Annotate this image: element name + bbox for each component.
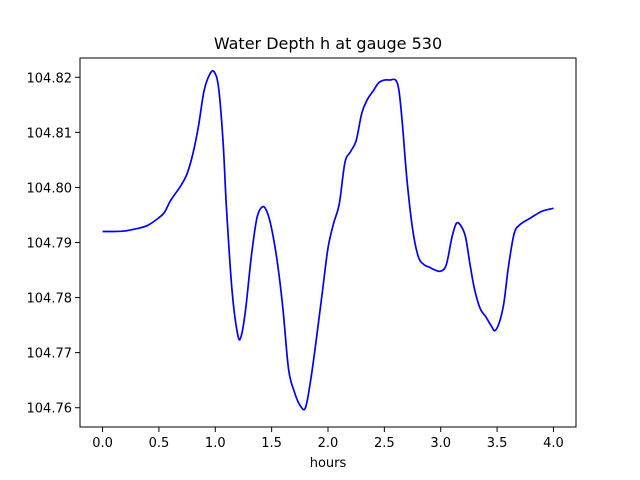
chart-title: Water Depth h at gauge 530: [214, 34, 442, 53]
y-tick-label: 104.81: [27, 126, 73, 141]
x-tick-label: 2.0: [318, 436, 339, 451]
x-tick-label: 0.0: [92, 436, 113, 451]
y-tick-label: 104.78: [27, 292, 73, 307]
x-tick-label: 1.5: [261, 436, 282, 451]
y-axis-ticks: 104.76 104.77 104.78 104.79 104.80 104.81 104.…: [27, 71, 80, 417]
x-tick-label: 1.0: [205, 436, 226, 451]
x-tick-label: 2.5: [374, 436, 395, 451]
y-tick-label: 104.76: [27, 402, 73, 417]
y-tick-label: 104.79: [27, 237, 73, 252]
series-line: [102, 69, 554, 411]
plot-area: [79, 57, 577, 428]
x-tick-label: 0.5: [149, 436, 170, 451]
x-axis-label: hours: [310, 456, 347, 471]
y-tick-label: 104.82: [27, 71, 73, 86]
x-tick-label: 3.5: [487, 436, 508, 451]
x-axis-ticks: 0.0 0.5 1.0 1.5 2.0 2.5 3.0 3.5 4.0: [92, 427, 564, 451]
x-tick-label: 4.0: [543, 436, 564, 451]
y-tick-label: 104.77: [27, 347, 73, 362]
y-tick-label: 104.80: [27, 181, 73, 196]
axes-frame: [79, 57, 577, 428]
x-tick-label: 3.0: [430, 436, 451, 451]
